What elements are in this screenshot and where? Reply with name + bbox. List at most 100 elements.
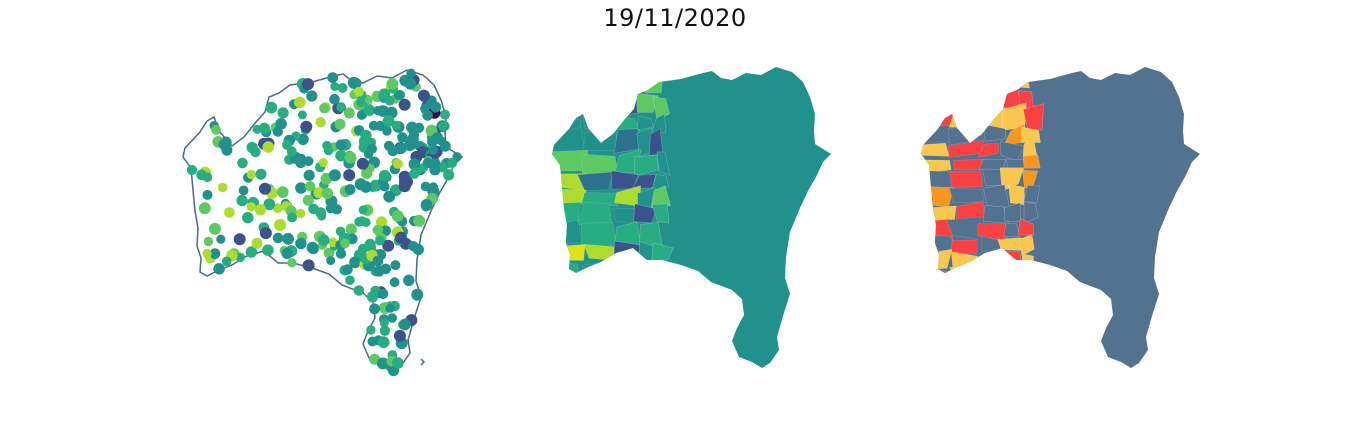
municipality-region	[983, 316, 1006, 340]
municipality-region	[978, 355, 1002, 368]
municipality-region	[579, 67, 617, 84]
municipality-point	[186, 164, 198, 176]
municipality-region	[1001, 339, 1022, 360]
municipality-region	[979, 375, 1001, 389]
municipality-region	[552, 220, 583, 245]
municipality-point	[321, 187, 334, 200]
municipality-point	[385, 303, 395, 313]
municipality-point	[379, 318, 389, 328]
municipality-region	[997, 237, 1022, 251]
municipality-point	[447, 157, 458, 168]
municipality-point	[353, 285, 365, 296]
municipality-point	[413, 214, 426, 227]
municipality-region	[1004, 251, 1024, 273]
municipality-region	[951, 316, 984, 340]
municipality-region	[948, 106, 986, 128]
municipality-region	[581, 360, 615, 368]
municipality-region	[615, 358, 641, 368]
municipality-region	[1017, 218, 1035, 236]
municipality-region	[609, 345, 638, 360]
municipality-point	[411, 288, 424, 301]
municipality-region	[1004, 287, 1030, 307]
map-panel-choropleth-viridis	[552, 67, 831, 368]
municipality-region	[552, 296, 584, 314]
municipality-point	[428, 145, 439, 155]
municipality-point	[366, 291, 379, 303]
municipality-point	[372, 224, 384, 236]
municipality-region	[612, 274, 636, 299]
municipality-point	[358, 243, 369, 254]
municipality-region	[580, 91, 615, 114]
municipality-region	[947, 285, 983, 309]
municipality-region	[582, 113, 615, 130]
municipality-point	[307, 243, 319, 255]
municipality-region	[1022, 316, 1035, 341]
municipality-region	[652, 342, 669, 366]
municipality-point	[330, 82, 340, 91]
municipality-region	[999, 356, 1026, 368]
municipality-region	[1018, 233, 1035, 256]
municipality-region	[649, 358, 669, 368]
municipality-region	[921, 269, 953, 287]
municipality-region	[1017, 302, 1039, 322]
municipality-point	[373, 106, 383, 116]
municipality-point	[343, 107, 355, 119]
municipality-region	[611, 296, 643, 315]
municipality-point	[393, 329, 406, 342]
municipality-region	[950, 71, 987, 93]
municipality-region	[1022, 154, 1041, 169]
municipality-region	[1023, 201, 1039, 224]
municipality-region	[1000, 319, 1023, 343]
municipality-region	[579, 298, 619, 315]
municipality-point	[198, 202, 211, 215]
municipality-region	[579, 326, 614, 347]
municipality-point	[236, 194, 248, 207]
municipality-region	[552, 344, 582, 366]
municipality-region	[1003, 222, 1021, 237]
municipality-point	[358, 135, 371, 148]
municipality-point	[329, 93, 340, 105]
municipality-region	[617, 67, 643, 80]
municipality-region	[552, 244, 586, 261]
municipality-region	[580, 80, 611, 93]
municipality-point	[443, 169, 455, 181]
municipality-region	[629, 274, 658, 300]
municipality-point	[272, 232, 284, 244]
municipality-region	[652, 325, 669, 350]
municipality-point	[383, 190, 396, 203]
municipality-point	[272, 126, 283, 137]
municipality-point	[403, 274, 415, 286]
municipality-region	[650, 113, 666, 136]
municipality-point	[250, 146, 261, 158]
municipality-region	[921, 142, 950, 157]
coast-islet	[420, 358, 426, 366]
municipality-region	[1024, 369, 1034, 388]
municipality-region	[977, 142, 999, 158]
municipality-point	[276, 186, 289, 199]
municipality-region	[1022, 170, 1039, 189]
municipality-point	[380, 263, 392, 275]
municipality-region	[1005, 301, 1022, 325]
municipality-point	[251, 237, 263, 249]
municipality-point	[304, 181, 316, 192]
municipality-point	[258, 122, 271, 135]
municipality-point	[315, 207, 327, 219]
municipality-region	[921, 248, 953, 271]
municipality-point	[334, 118, 346, 130]
municipality-point	[382, 115, 395, 127]
municipality-point	[196, 169, 207, 181]
municipality-point	[272, 203, 283, 214]
municipality-region	[979, 87, 1000, 106]
map-panel-points	[182, 68, 463, 377]
municipality-region	[1021, 126, 1041, 143]
municipality-point	[377, 288, 389, 299]
municipality-region	[913, 373, 953, 393]
municipality-region	[947, 359, 983, 368]
municipality-point	[209, 222, 221, 235]
municipality-point	[313, 187, 325, 199]
municipality-point	[202, 189, 213, 200]
municipality-region	[635, 92, 659, 113]
municipality-point	[319, 103, 330, 114]
municipality-region	[1021, 253, 1034, 270]
municipality-point	[340, 238, 350, 249]
